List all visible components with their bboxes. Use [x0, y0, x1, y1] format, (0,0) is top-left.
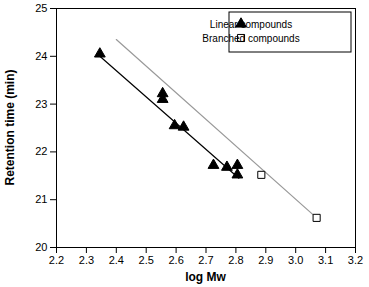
- svg-text:20: 20: [35, 241, 47, 253]
- svg-text:3.0: 3.0: [288, 254, 303, 266]
- svg-text:24: 24: [35, 50, 47, 62]
- svg-text:2.9: 2.9: [258, 254, 273, 266]
- svg-text:Linear compounds: Linear compounds: [210, 19, 292, 30]
- svg-text:23: 23: [35, 98, 47, 110]
- svg-text:2.7: 2.7: [198, 254, 213, 266]
- svg-text:2.5: 2.5: [139, 254, 154, 266]
- svg-text:Retention time (min): Retention time (min): [3, 69, 17, 185]
- svg-text:3.2: 3.2: [348, 254, 363, 266]
- svg-text:Branched compounds: Branched compounds: [202, 33, 299, 44]
- svg-text:2.4: 2.4: [109, 254, 124, 266]
- svg-text:log Mw: log Mw: [185, 270, 226, 284]
- svg-text:2.3: 2.3: [79, 254, 94, 266]
- svg-text:21: 21: [35, 193, 47, 205]
- svg-text:2.8: 2.8: [228, 254, 243, 266]
- svg-text:22: 22: [35, 145, 47, 157]
- svg-text:2.2: 2.2: [49, 254, 64, 266]
- svg-text:25: 25: [35, 2, 47, 14]
- svg-text:3.1: 3.1: [318, 254, 333, 266]
- svg-text:2.6: 2.6: [168, 254, 183, 266]
